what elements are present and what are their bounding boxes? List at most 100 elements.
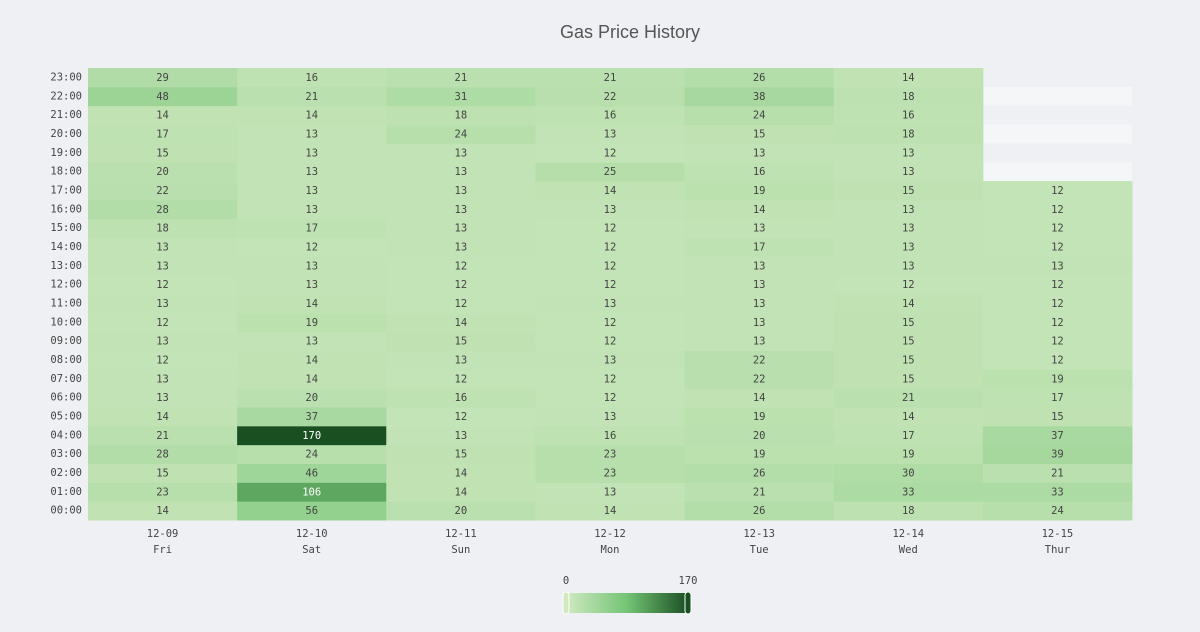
heat-cell [88,181,238,201]
cell-label: 170 [302,430,321,442]
cell-label: 13 [604,298,617,310]
cell-label: 18 [902,128,915,140]
heat-cell [833,350,984,370]
cell-label: 14 [305,373,318,385]
heat-cell [684,162,835,182]
y-tick-label: 14:00 [50,241,82,253]
cell-label: 15 [156,467,169,479]
y-tick-label: 00:00 [50,505,82,517]
x-tick-sublabel: Sat [302,544,321,556]
heat-cell [386,143,536,163]
heat-cell [833,86,984,107]
heat-cell [684,407,835,427]
heat-cell [386,350,536,370]
heat-cell [535,331,686,351]
cell-label: 12 [1051,241,1064,253]
cell-label: 12 [604,147,617,159]
heat-cell [535,86,686,107]
x-tick-sublabel: Tue [750,544,769,556]
cell-label: 29 [156,72,169,84]
heat-cell [88,237,238,257]
cell-label: 12 [604,317,617,329]
y-tick-label: 04:00 [50,429,82,441]
heat-cell [982,181,1133,201]
heat-cell [684,143,835,163]
cell-label: 12 [1051,317,1064,329]
cell-label: 18 [156,223,169,235]
heat-cell [386,294,536,314]
cell-label: 15 [902,373,915,385]
scale-handle [684,591,692,615]
cell-label: 12 [1051,185,1064,197]
heat-cell [386,482,536,502]
heat-cell [237,350,387,370]
cell-label: 13 [156,260,169,272]
heat-cell [535,294,686,314]
cell-label: 15 [455,336,468,348]
cell-label: 13 [753,223,766,235]
cell-label: 22 [753,373,766,385]
y-tick-label: 10:00 [50,316,82,328]
heat-cell [833,68,984,88]
cell-label: 12 [604,241,617,253]
heat-cell [982,312,1133,333]
heat-cell [833,482,984,502]
cell-label: 20 [305,392,318,404]
cell-label: 16 [305,72,318,84]
y-tick-label: 20:00 [50,128,82,140]
y-tick-label: 22:00 [50,90,82,102]
heat-cell [88,86,238,107]
heat-cell [237,275,387,295]
heat-cell [386,199,536,220]
y-tick-label: 23:00 [50,71,82,83]
cell-label: 13 [305,204,318,216]
cell-label: 14 [902,298,915,310]
y-tick-label: 09:00 [50,335,82,347]
y-tick-label: 11:00 [50,297,82,309]
cell-label: 18 [902,91,915,103]
heat-cell [386,369,536,389]
heat-cell [833,388,984,408]
y-tick-label: 03:00 [50,448,82,460]
cell-label: 14 [156,411,169,423]
cell-label: 15 [753,128,766,140]
cell-label: 25 [604,166,617,178]
heat-cell [833,199,984,220]
cell-label: 12 [902,279,915,291]
heat-cell [535,482,686,502]
cell-label: 14 [753,392,766,404]
cell-label: 15 [156,147,169,159]
y-tick-label: 15:00 [50,222,82,234]
heat-cell [237,369,387,389]
heat-cell [88,388,238,408]
cell-label: 20 [753,430,766,442]
cell-label: 17 [156,128,169,140]
cell-label: 13 [156,336,169,348]
cell-label: 13 [305,128,318,140]
cell-label: 22 [753,354,766,366]
cell-label: 13 [455,166,468,178]
cell-label: 12 [455,373,468,385]
heat-cell [237,482,387,502]
heat-cell [684,312,835,333]
cell-label: 14 [902,411,915,423]
scale-label: 170 [679,575,698,587]
cell-label: 13 [305,260,318,272]
heat-cell [684,68,835,88]
heat-cell [982,199,1133,220]
x-tick-label: 12-14 [892,528,924,540]
heat-cell [386,312,536,333]
heat-cell [684,463,835,483]
cell-label: 28 [156,449,169,461]
color-scale [566,593,688,613]
x-tick-label: 12-12 [594,528,626,540]
cell-label: 12 [604,336,617,348]
cell-label: 12 [1051,204,1064,216]
heat-cell [684,350,835,370]
cell-label: 13 [753,336,766,348]
heat-cell [833,407,984,427]
heat-cell [535,407,686,427]
cell-label: 13 [455,430,468,442]
heat-cell [535,350,686,370]
